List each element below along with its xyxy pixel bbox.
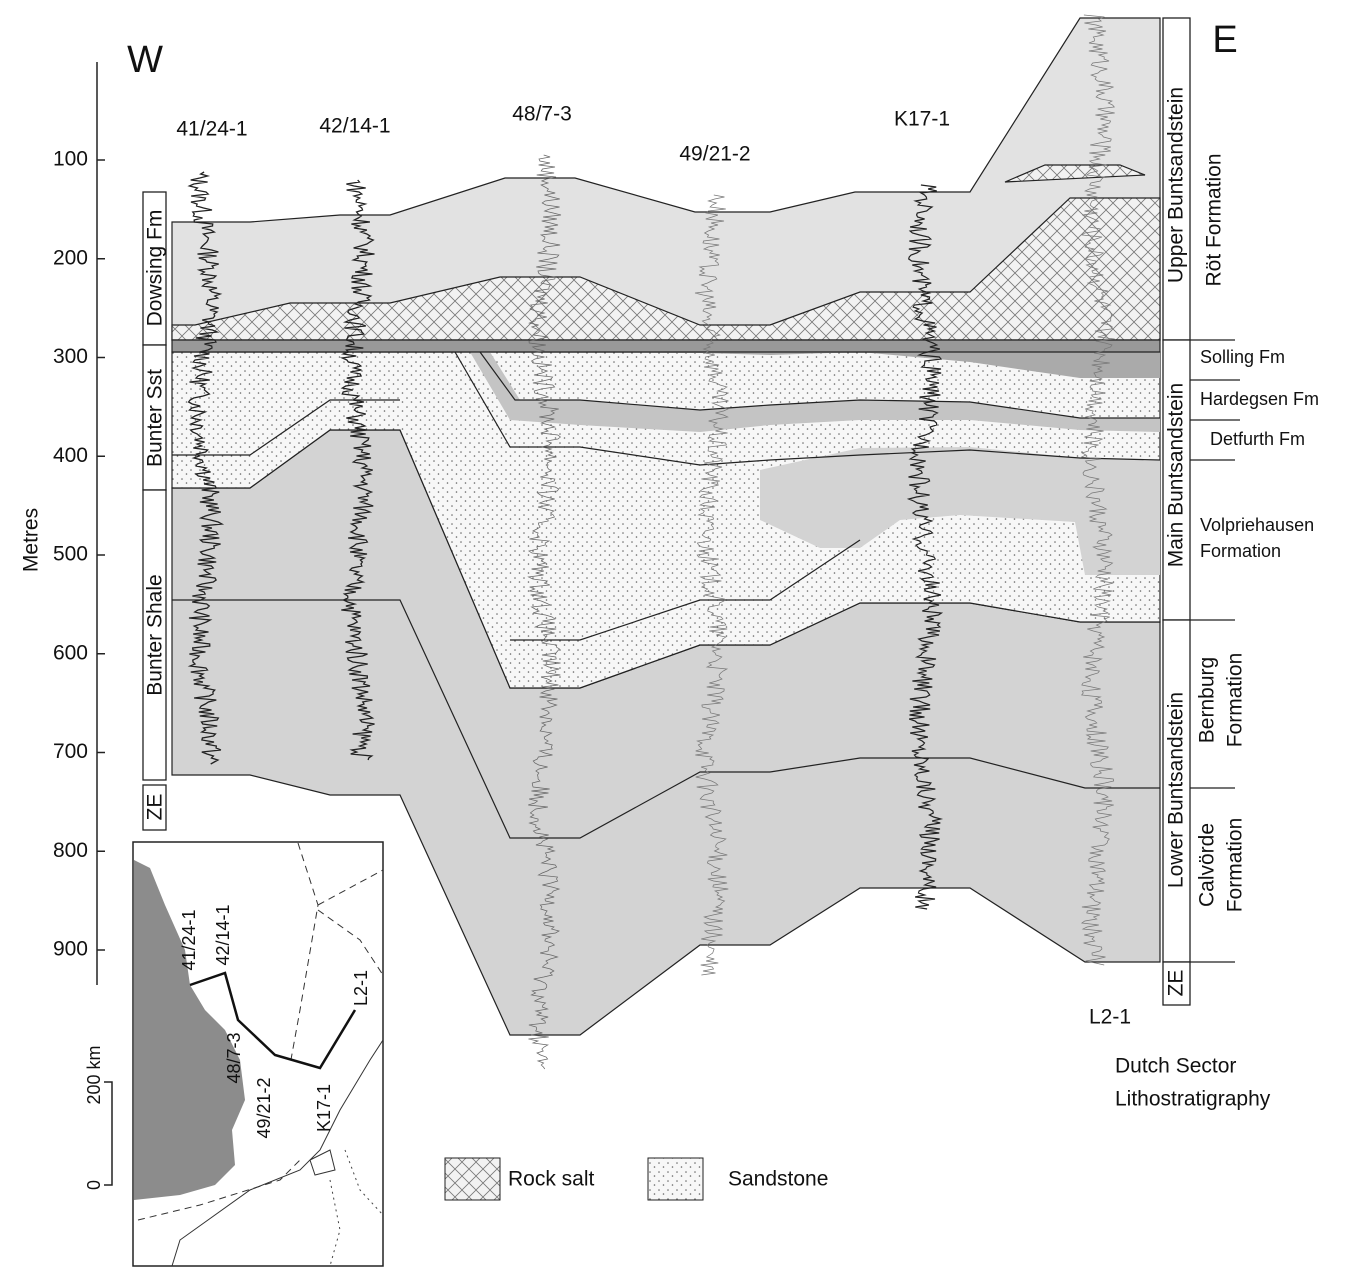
tick-label: 800 — [53, 839, 88, 862]
correlation-line — [172, 599, 1160, 839]
depth-axis: Metres — [20, 62, 98, 985]
layers — [171, 17, 1161, 1036]
group-label: Upper Buntsandstein — [1165, 87, 1188, 283]
litho-column — [1162, 17, 1240, 1006]
litho-title: Lithostratigraphy — [1115, 1088, 1271, 1111]
well-log — [339, 179, 375, 761]
formation-label: Calvörde — [1196, 823, 1219, 907]
well-label: K17-1 — [894, 108, 950, 131]
unit-label: Bunter Sst — [144, 369, 167, 467]
formation-label: Formation — [1224, 818, 1247, 913]
volpriehausen-shale — [760, 447, 1160, 575]
landmass — [134, 860, 245, 1200]
rock-salt — [171, 197, 1161, 341]
border — [329, 1149, 384, 1267]
group-label: ZE — [1165, 970, 1188, 997]
well-log — [1080, 14, 1116, 966]
tick-label: 400 — [53, 444, 88, 467]
group-box — [1162, 17, 1191, 341]
well-log — [694, 194, 730, 976]
tick-label: 100 — [53, 148, 88, 171]
well-label: 48/7-3 — [512, 103, 572, 126]
anhydrite-band — [171, 339, 1161, 353]
tick-label: 200 — [53, 246, 88, 269]
well-logs — [187, 14, 1116, 1070]
tick-label: 300 — [53, 345, 88, 368]
axis-label: Metres — [20, 508, 43, 572]
scale-zero: 0 — [84, 1180, 104, 1190]
formation-label: Solling Fm — [1200, 347, 1285, 367]
west-label: W — [127, 39, 163, 81]
map-well-label: L2-1 — [351, 970, 371, 1006]
salt-lens — [1004, 164, 1146, 183]
unit-box — [142, 784, 167, 831]
sandstone — [171, 351, 1161, 689]
group-box — [1162, 961, 1191, 1006]
correlation-line — [510, 539, 861, 641]
boundary — [137, 842, 384, 1221]
inset-map: 41/24-1 42/14-1 48/7-3 49/21-2 K17-1 L2-… — [84, 841, 384, 1267]
legend-label: Sandstone — [728, 1168, 828, 1191]
formation-label: Bernburg — [1196, 657, 1219, 743]
well-label: 41/24-1 — [176, 118, 247, 141]
well-log — [527, 154, 562, 1070]
left-units — [142, 191, 167, 831]
hardegsen-shale — [470, 352, 1160, 432]
unit-label: ZE — [144, 794, 167, 821]
correlation-line — [172, 399, 400, 456]
map-well-label: 41/24-1 — [179, 909, 199, 970]
formation-label: Volpriehausen — [1200, 515, 1314, 535]
well-log — [906, 184, 944, 910]
group-box — [1162, 339, 1191, 621]
group-label: Main Buntsandstein — [1165, 383, 1188, 567]
tick-label: 900 — [53, 938, 88, 961]
map-well-label: 42/14-1 — [213, 904, 233, 965]
correlation-line — [479, 351, 1160, 419]
formation-divider — [1190, 339, 1240, 963]
legend-swatch — [444, 1157, 501, 1201]
well-label: 42/14-1 — [319, 115, 390, 138]
tick-label: 700 — [53, 740, 88, 763]
formation-label: Formation — [1200, 541, 1281, 561]
map-well-label: 48/7-3 — [224, 1032, 244, 1083]
unit-label: Dowsing Fm — [144, 210, 167, 327]
scale-label: 200 km — [84, 1045, 104, 1104]
scale-bar — [104, 1081, 113, 1186]
coast — [171, 1039, 384, 1267]
map-well-label: K17-1 — [314, 1084, 334, 1132]
litho-title: Dutch Sector — [1115, 1055, 1236, 1078]
well-label: L2-1 — [1089, 1006, 1131, 1029]
group-box — [1162, 619, 1191, 963]
east-label: E — [1212, 19, 1237, 61]
unit-box — [142, 489, 167, 781]
map-well-label: 49/21-2 — [254, 1077, 274, 1138]
tick-label: 600 — [53, 641, 88, 664]
formation-label: Detfurth Fm — [1210, 429, 1305, 449]
legend: Rock salt Sandstone — [444, 1157, 828, 1201]
well-log — [187, 171, 225, 765]
solling-shale — [480, 352, 1160, 378]
formation-label: Formation — [1224, 653, 1247, 748]
group-label: Lower Buntsandstein — [1165, 692, 1188, 888]
section-line — [189, 971, 357, 1070]
unit-label: Bunter Shale — [144, 574, 167, 695]
depth-ticks: 100 200 300 400 500 600 700 800 900 — [53, 148, 105, 961]
tick-label: 500 — [53, 543, 88, 566]
legend-swatch — [647, 1157, 704, 1201]
formation-label: Hardegsen Fm — [1200, 389, 1319, 409]
well-label: 49/21-2 — [679, 143, 750, 166]
legend-label: Rock salt — [508, 1168, 595, 1191]
formation-label: Röt Formation — [1203, 153, 1226, 286]
correlation-line — [454, 351, 1161, 466]
